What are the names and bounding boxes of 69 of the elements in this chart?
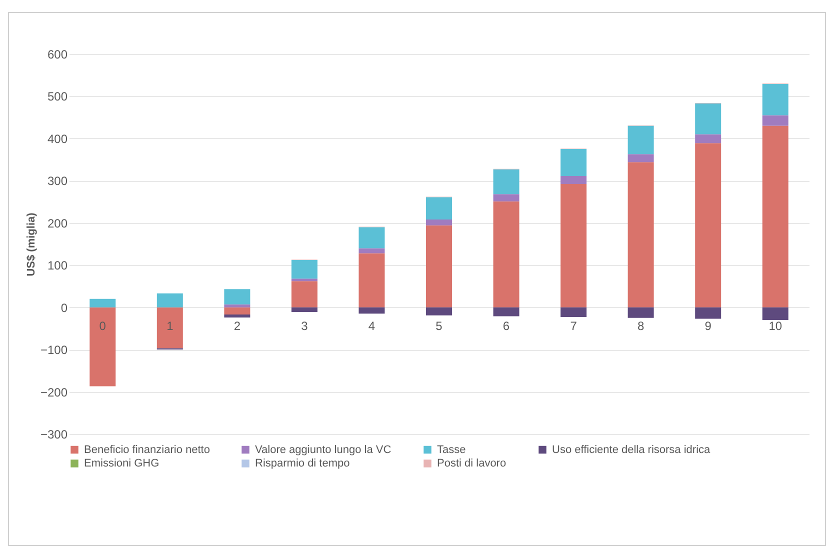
bar [291,307,318,312]
bar [90,298,116,308]
y-tick-label: −200 [40,385,68,400]
y-tick-label: 0 [60,300,68,315]
x-tick-label: 4 [368,319,376,334]
y-tick-label: 300 [47,174,68,188]
x-tick-label: 5 [436,319,443,334]
legend-label: Emissioni GHG [84,458,160,470]
x-tick-label: 8 [637,319,644,334]
bar [695,307,722,319]
bar [560,184,587,308]
bar [493,201,520,308]
x-tick-label: 2 [234,319,241,334]
bar [426,197,452,220]
bar [762,307,788,320]
bar [156,307,183,348]
bar [560,307,587,318]
y-tick-label: 600 [47,48,68,62]
bar [628,162,654,308]
bar [426,225,452,308]
x-tick-label: 3 [301,319,308,334]
legend-label: Uso efficiente della risorsa idrica [552,444,712,456]
bar [291,278,318,282]
legend-label: Beneficio finanziario netto [84,444,210,456]
bar [291,260,318,279]
y-tick-label: 200 [47,216,68,230]
bar [426,220,452,226]
bar [695,143,722,308]
bar [291,281,318,308]
bar [90,307,116,386]
bar [762,115,788,126]
bar [224,289,250,304]
bar [493,169,520,194]
bar [628,154,654,162]
y-tick-label: 400 [47,132,68,146]
bar [560,176,587,184]
x-tick-label: 10 [768,319,782,334]
bar [560,149,587,176]
bar [628,307,654,318]
x-tick-label: 1 [166,319,174,334]
bar [695,134,722,144]
bar [224,307,250,315]
bar [224,304,250,308]
bar [358,307,385,314]
legend-label: Valore aggiunto lungo la VC [255,444,392,456]
x-tick-label: 9 [704,319,712,334]
bar [762,126,788,308]
bar [762,84,788,116]
bar [695,103,722,134]
y-tick-label: −100 [40,343,68,358]
bar [224,314,250,318]
legend-label: Tasse [437,444,466,456]
y-tick-label: 100 [47,258,68,273]
x-tick-label: 0 [99,319,106,334]
bar [156,293,183,308]
x-tick-label: 6 [502,319,510,334]
bar [493,307,520,316]
y-tick-label: −300 [40,428,68,442]
y-tick-label: 500 [47,90,68,104]
bar [426,307,452,316]
legend-label: Risparmio di tempo [255,458,350,470]
x-tick-label: 7 [570,319,578,334]
y-axis-title: US$ (miglia) [25,212,38,276]
legend-label: Posti di lavoro [437,458,506,470]
bar [358,227,385,248]
bar [628,126,654,154]
bar [493,194,520,202]
bar [358,253,385,308]
bar [358,248,385,254]
